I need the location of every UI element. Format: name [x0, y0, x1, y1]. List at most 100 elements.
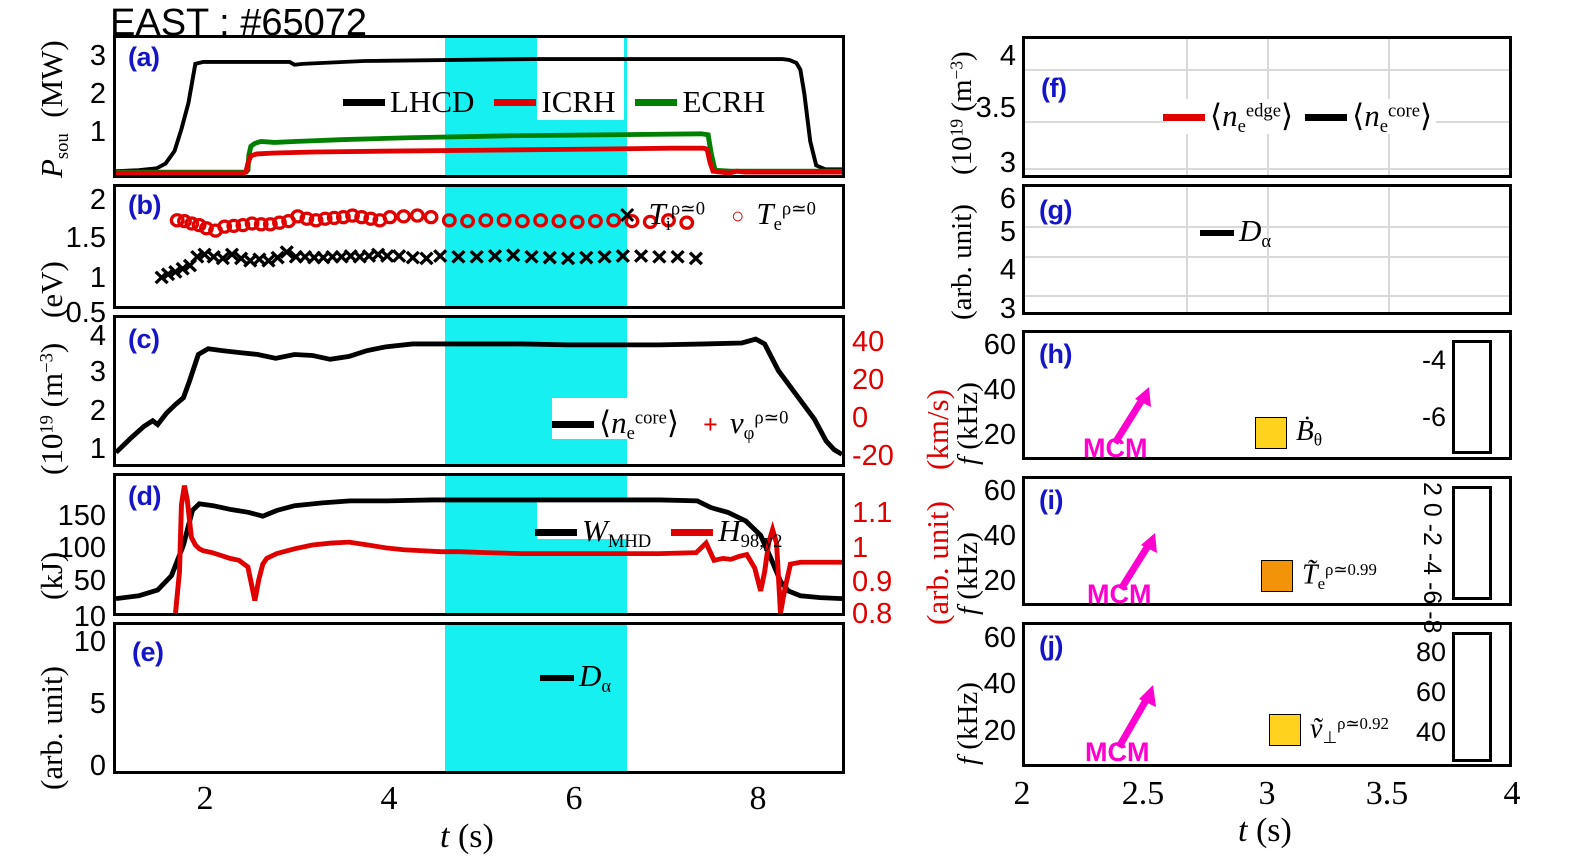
ytick-i-60: 60 — [983, 475, 1016, 507]
signal-legend-h: Ḃθ — [1247, 411, 1333, 455]
legend-swatch-necore — [552, 421, 594, 429]
ytick-j-40: 40 — [983, 668, 1016, 700]
ytick-f-3: 3 — [999, 147, 1016, 179]
mcm-arrow-j — [1115, 685, 1156, 749]
ytick-j-20: 20 — [983, 715, 1016, 747]
panel-label-i: (i) — [1039, 485, 1063, 515]
cbtick-j-2: 60 — [1415, 677, 1446, 707]
panel-c-traces — [116, 336, 842, 457]
legend-swatch-lhcd — [343, 98, 385, 106]
cbtick-h-1: -4 — [1421, 345, 1446, 375]
legend-label-necore-f: ⟨necore⟩ — [1352, 98, 1433, 137]
mcm-label-i: MCM — [1087, 579, 1152, 606]
legend-panel-c: ⟨necore⟩ + vφρ≃0 — [552, 405, 808, 445]
highlight-region-e — [444, 625, 628, 771]
axis-label-kms: (km/s) — [920, 389, 955, 470]
xtick-right-4: 4 — [1503, 775, 1521, 812]
signal-legend-i: T̃eρ≃0.99 — [1253, 555, 1387, 598]
legend-label-te: Teρ≃0 — [756, 196, 816, 235]
mcm-label-j: MCM — [1085, 737, 1150, 767]
ytick-h-60: 60 — [983, 329, 1016, 361]
panel-i: (i) MCM T̃eρ≃0.99 — [1022, 476, 1512, 606]
xtick-left-4: 4 — [380, 780, 398, 817]
ytick-c-4: 4 — [89, 320, 106, 352]
xtick-left-6: 6 — [565, 780, 583, 817]
xtick-right-25: 2.5 — [1121, 775, 1165, 812]
legend-label-necore: ⟨necore⟩ — [599, 405, 679, 444]
ytick-f-4: 4 — [999, 40, 1016, 72]
ytick-b-05: 0.5 — [65, 297, 106, 329]
panel-d-traces — [116, 485, 842, 613]
panel-b-markers — [154, 208, 704, 285]
legend-label-h98: H98,y2 — [718, 513, 783, 552]
ytickr-d-08: 0.8 — [852, 598, 893, 630]
cbtick-h-2: -6 — [1421, 402, 1446, 432]
xaxis-label-right: t (s) — [1238, 812, 1292, 849]
gridline-g-v2 — [1267, 187, 1269, 312]
xtick-right-3: 3 — [1258, 775, 1276, 812]
panel-label-a: (a) — [128, 42, 160, 72]
ytickr-c-m20: -20 — [852, 440, 894, 472]
xtick-left-2: 2 — [196, 780, 214, 817]
panel-e-trace — [116, 625, 842, 771]
ytick-g-5: 5 — [999, 216, 1016, 248]
ytick-g-6: 6 — [999, 183, 1016, 215]
legend-marker-vphi: + — [702, 409, 718, 439]
mcm-arrow-i — [1118, 533, 1157, 591]
cbticks-i: 2 0 -2 -4 -6 -8 — [1418, 482, 1446, 634]
panel-h: (h) MCM Ḃθ — [1022, 330, 1512, 460]
ytickr-d-11: 1.1 — [852, 497, 893, 529]
ytick-e-10: 10 — [73, 626, 106, 658]
panel-b: (b) — [113, 184, 845, 309]
legend-label-lhcd: LHCD — [390, 84, 475, 119]
legend-label-wmhd: WMHD — [582, 513, 652, 552]
panel-label-d: (d) — [128, 481, 161, 511]
ytick-d-150: 150 — [57, 500, 106, 532]
ytick-f-35: 3.5 — [975, 92, 1016, 124]
legend-label-vphi: vφρ≃0 — [729, 405, 789, 444]
legend-swatch-needge — [1163, 114, 1205, 122]
ytick-g-4: 4 — [999, 254, 1016, 286]
xtick-left-8: 8 — [749, 780, 767, 817]
signal-swatch-h — [1255, 416, 1287, 449]
xtick-right-35: 3.5 — [1365, 775, 1409, 812]
ytick-d-10: 10 — [73, 601, 106, 633]
legend-swatch-dalpha-e — [540, 674, 574, 681]
ytick-a-3: 3 — [89, 40, 106, 72]
legend-panel-d: WMHD H98,y2 — [535, 513, 802, 553]
ytick-h-40: 40 — [983, 374, 1016, 406]
panel-label-c: (c) — [128, 324, 160, 354]
legend-swatch-h98 — [671, 529, 714, 537]
panel-g: (g) — [1022, 184, 1512, 315]
ytick-h-20: 20 — [983, 419, 1016, 451]
legend-label-dalpha-e: Dα — [579, 658, 612, 697]
panel-label-f: (f) — [1041, 73, 1067, 103]
legend-label-icrh: ICRH — [541, 84, 616, 119]
signal-label-j: ṽ⊥ρ≃0.92 — [1310, 713, 1389, 747]
legend-backdrop-f — [1165, 98, 1437, 135]
signal-legend-j: ṽ⊥ρ≃0.92 — [1261, 709, 1399, 752]
mcm-label-h: MCM — [1083, 433, 1148, 460]
legend-swatch-necore-f — [1305, 114, 1348, 122]
ytick-i-20: 20 — [983, 565, 1016, 597]
legend-label-dalpha-g: Dα — [1239, 213, 1272, 252]
legend-swatch-ecrh — [635, 98, 678, 106]
legend-label-needge: ⟨needge⟩ — [1210, 98, 1294, 137]
ytickr-c-20: 20 — [852, 364, 885, 396]
ytick-b-1: 1 — [89, 262, 106, 294]
ytick-c-1: 1 — [89, 433, 106, 465]
panel-label-e: (e) — [132, 637, 164, 667]
ytick-e-0: 0 — [89, 750, 106, 782]
legend-panel-b: ✕ Tiρ≃0 ○ Teρ≃0 — [618, 196, 836, 236]
panel-label-b: (b) — [128, 190, 161, 220]
ytickr-d-1: 1 — [852, 532, 869, 564]
ytick-g-3: 3 — [999, 293, 1016, 325]
panel-a-traces — [116, 57, 842, 175]
ytick-j-60: 60 — [983, 622, 1016, 654]
xtick-right-2: 2 — [1013, 775, 1031, 812]
panel-d: (d) — [113, 473, 845, 616]
panel-a: (a) — [113, 35, 845, 178]
legend-label-ti: Tiρ≃0 — [648, 196, 706, 235]
ytick-b-2: 2 — [89, 184, 106, 216]
